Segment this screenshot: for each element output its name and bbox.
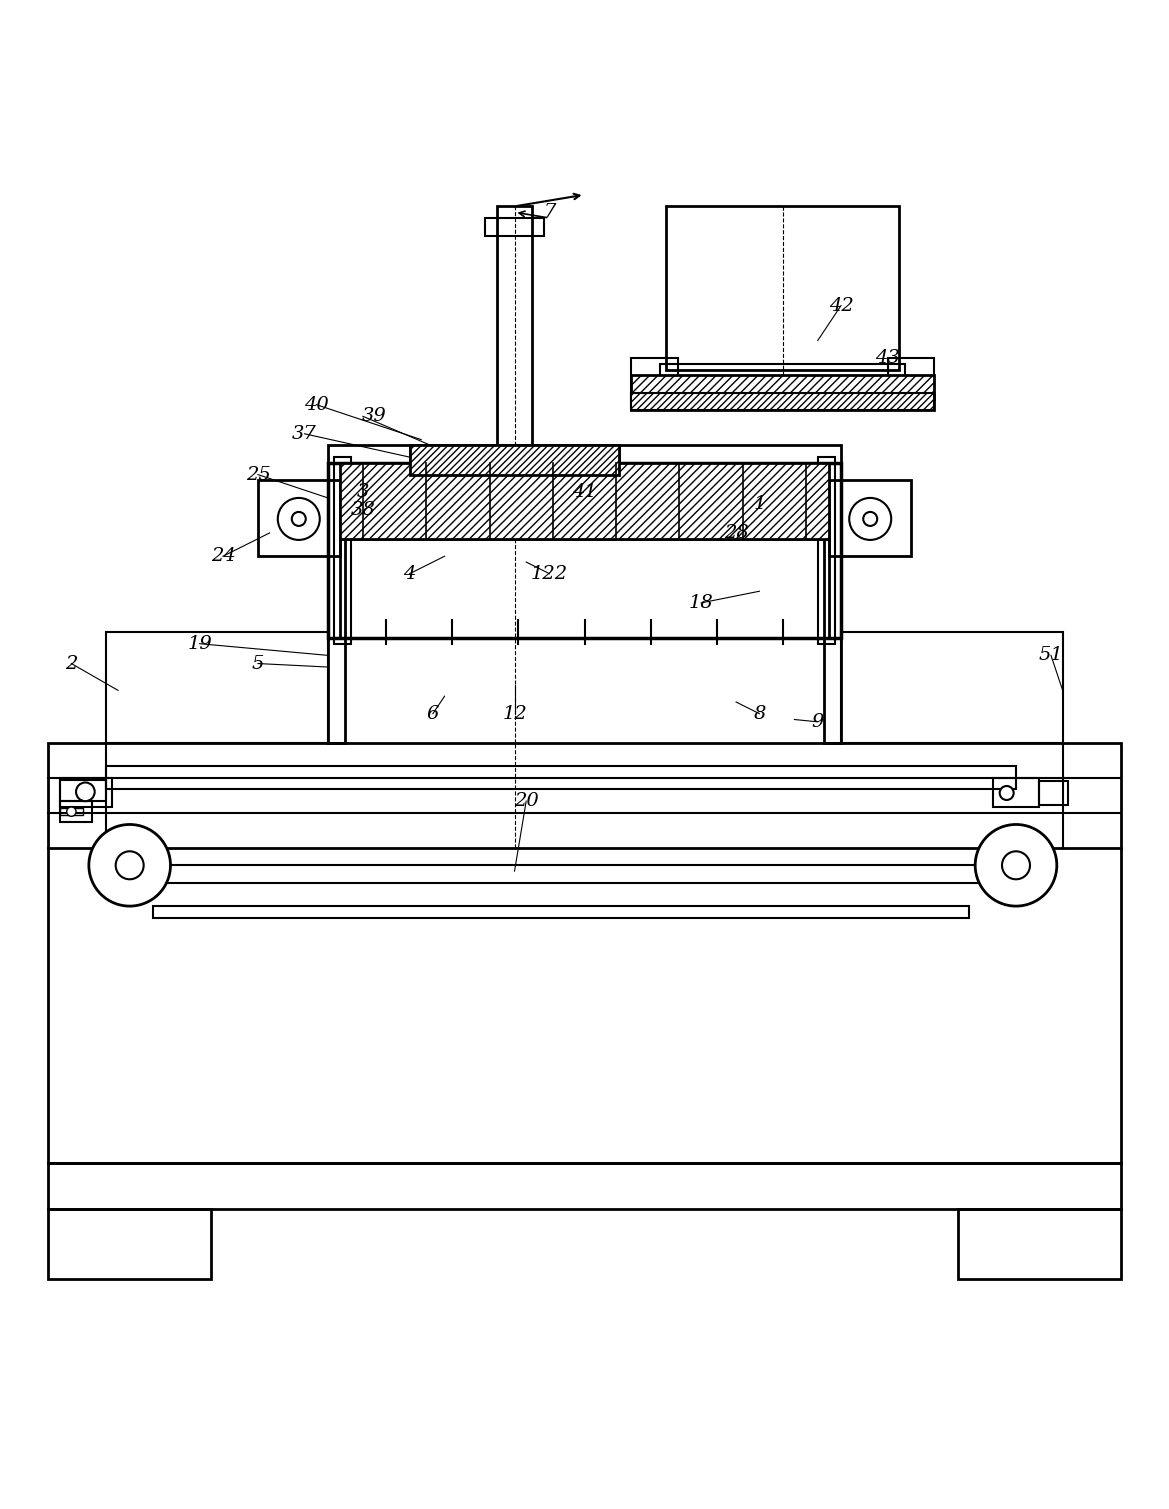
- Text: 40: 40: [304, 395, 328, 413]
- Text: 8: 8: [753, 705, 766, 723]
- Bar: [713, 398, 731, 409]
- Bar: [497, 477, 511, 490]
- Bar: [783, 398, 801, 409]
- Bar: [631, 392, 934, 410]
- Bar: [830, 480, 911, 557]
- Text: 20: 20: [514, 792, 539, 810]
- Text: 25: 25: [245, 466, 270, 483]
- Text: 38: 38: [351, 501, 375, 519]
- Bar: [339, 539, 830, 638]
- Circle shape: [76, 783, 95, 801]
- Bar: [60, 809, 83, 815]
- Bar: [841, 632, 1063, 742]
- Bar: [339, 463, 830, 539]
- Bar: [258, 480, 339, 557]
- Bar: [526, 477, 540, 490]
- Bar: [824, 463, 841, 742]
- Text: 43: 43: [876, 349, 900, 367]
- Text: 19: 19: [187, 635, 212, 653]
- Bar: [328, 463, 841, 638]
- Circle shape: [292, 512, 306, 527]
- Text: 7: 7: [544, 204, 555, 222]
- Bar: [456, 471, 573, 492]
- Bar: [666, 207, 899, 370]
- Circle shape: [863, 512, 877, 527]
- Bar: [48, 1162, 1121, 1209]
- Text: 12: 12: [503, 705, 527, 723]
- Bar: [106, 865, 1016, 883]
- Bar: [328, 445, 841, 463]
- Bar: [60, 801, 92, 822]
- Circle shape: [278, 498, 320, 540]
- Bar: [818, 457, 835, 644]
- Bar: [631, 392, 934, 410]
- Bar: [468, 477, 482, 490]
- Bar: [60, 777, 112, 807]
- Bar: [1039, 782, 1068, 804]
- Bar: [992, 777, 1039, 807]
- Bar: [106, 767, 1016, 789]
- Text: 1: 1: [753, 495, 766, 513]
- Bar: [690, 398, 707, 409]
- Bar: [678, 392, 887, 410]
- Text: 5: 5: [251, 655, 264, 673]
- Circle shape: [975, 824, 1057, 905]
- Bar: [631, 358, 678, 404]
- Bar: [497, 207, 532, 463]
- Circle shape: [67, 807, 76, 816]
- Text: 42: 42: [829, 296, 853, 314]
- Text: 9: 9: [811, 712, 824, 730]
- Bar: [334, 457, 351, 644]
- Circle shape: [1002, 851, 1030, 880]
- Bar: [48, 742, 1121, 848]
- Text: 24: 24: [210, 548, 235, 566]
- Bar: [852, 398, 870, 409]
- Bar: [409, 445, 620, 475]
- Bar: [957, 1209, 1121, 1280]
- Bar: [106, 632, 328, 742]
- Text: 122: 122: [531, 564, 568, 582]
- Text: 18: 18: [689, 595, 713, 611]
- Circle shape: [116, 851, 144, 880]
- Bar: [660, 364, 905, 382]
- Text: 28: 28: [724, 524, 748, 542]
- Bar: [760, 398, 777, 409]
- Text: 37: 37: [292, 426, 317, 442]
- Bar: [328, 463, 345, 742]
- Bar: [736, 398, 754, 409]
- Text: 4: 4: [403, 564, 416, 582]
- Bar: [830, 398, 846, 409]
- Text: 6: 6: [427, 705, 440, 723]
- Bar: [60, 780, 106, 801]
- Bar: [485, 217, 544, 235]
- Text: 2: 2: [65, 655, 77, 673]
- Bar: [631, 376, 934, 398]
- Bar: [153, 905, 969, 917]
- Bar: [807, 398, 824, 409]
- Circle shape: [849, 498, 891, 540]
- Bar: [409, 445, 620, 475]
- Bar: [48, 1209, 212, 1280]
- Circle shape: [89, 824, 171, 905]
- Text: 51: 51: [1038, 646, 1064, 664]
- Text: 39: 39: [362, 407, 387, 426]
- Bar: [887, 358, 934, 404]
- Text: 41: 41: [572, 483, 597, 501]
- Bar: [544, 477, 558, 490]
- Text: 3: 3: [357, 483, 369, 501]
- Circle shape: [999, 786, 1014, 800]
